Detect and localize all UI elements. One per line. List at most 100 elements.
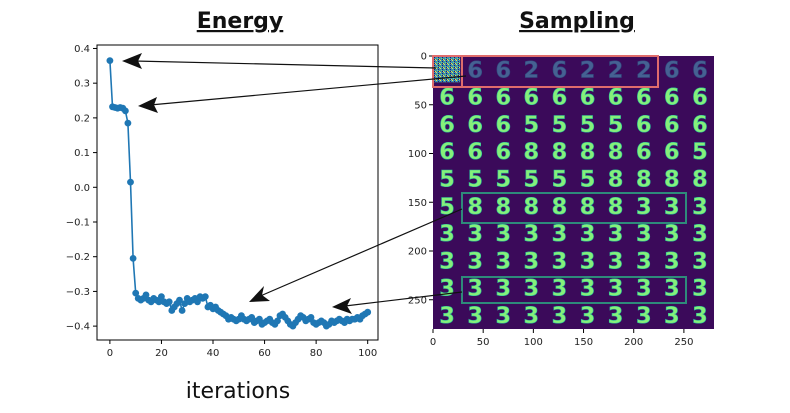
energy-xtick-label: 80 xyxy=(310,348,323,359)
arrow-mid-row-head xyxy=(249,286,270,302)
sampling-cell-digit: 6 xyxy=(496,112,512,138)
energy-point xyxy=(194,298,201,306)
energy-ytick-label: −0.3 xyxy=(66,287,90,298)
iterations-label: iterations xyxy=(186,379,290,404)
sampling-cell-digit: 6 xyxy=(664,112,680,138)
energy-point xyxy=(178,307,186,314)
energy-point xyxy=(364,308,372,316)
sampling-cell-digit: 3 xyxy=(692,221,708,247)
energy-plot: 0.4 0.3 0.2 0.1 0.0 −0.1 −0.2 −0.3 −0.4 0 20 40 60 8… xyxy=(66,44,379,359)
sampling-ytick-label: 250 xyxy=(408,295,427,306)
sampling-cell-digit: 6 xyxy=(467,57,483,83)
energy-xtick-label: 60 xyxy=(258,348,271,359)
sampling-cell-digit: 3 xyxy=(552,248,568,274)
sampling-ytick-label: 150 xyxy=(408,198,427,209)
arrow-row1-head xyxy=(138,97,158,113)
sampling-cell-digit: 2 xyxy=(608,57,624,83)
energy-point xyxy=(142,291,150,299)
sampling-cell-digit: 8 xyxy=(608,194,624,220)
sampling-cell-digit: 5 xyxy=(552,112,568,138)
sampling-cell-digit: 6 xyxy=(467,112,483,138)
energy-point xyxy=(274,317,281,325)
sampling-xtick-label: 100 xyxy=(524,337,543,348)
sampling-cell-digit: 8 xyxy=(664,167,680,193)
sampling-cell-digit: 3 xyxy=(608,276,624,302)
arrow-noise-head xyxy=(122,53,142,69)
sampling-cell-digit: 6 xyxy=(664,85,680,111)
sampling-cell-digit: 3 xyxy=(664,303,680,329)
sampling-cell-digit: 3 xyxy=(439,221,455,247)
sampling-y-axis: 0 50 100 150 200 250 xyxy=(408,52,433,306)
sampling-cell-digit: 5 xyxy=(580,167,596,193)
energy-point xyxy=(155,298,163,306)
sampling-title: Sampling xyxy=(519,9,635,34)
sampling-cell-digit: 3 xyxy=(496,276,512,302)
energy-point xyxy=(165,298,173,306)
sampling-cell-digit: 5 xyxy=(692,139,708,165)
energy-point xyxy=(176,296,183,304)
energy-point xyxy=(158,293,165,300)
sampling-cell-digit: 6 xyxy=(692,85,708,111)
sampling-cell-digit: 8 xyxy=(552,194,568,220)
sampling-cell-digit: 6 xyxy=(496,57,512,83)
energy-y-axis: 0.4 0.3 0.2 0.1 0.0 −0.1 −0.2 −0.3 −0.4 xyxy=(66,44,97,333)
sampling-cell-digit: 8 xyxy=(608,167,624,193)
sampling-cell-digit: 3 xyxy=(664,248,680,274)
sampling-ytick-label: 100 xyxy=(408,149,427,160)
arrow-late-row xyxy=(344,291,463,307)
energy-point xyxy=(307,314,315,321)
energy-xtick-label: 100 xyxy=(358,348,377,359)
sampling-cell-digit: 6 xyxy=(552,85,568,111)
sampling-cell-digit: 2 xyxy=(524,57,540,83)
sampling-cell-digit: 3 xyxy=(664,194,680,220)
sampling-xtick-label: 50 xyxy=(477,337,490,348)
sampling-cell-digit: 8 xyxy=(580,194,596,220)
sampling-xtick-label: 0 xyxy=(430,337,436,348)
sampling-cell-digit: 8 xyxy=(580,139,596,165)
sampling-cell-digit: 6 xyxy=(496,85,512,111)
sampling-cell-digit: 3 xyxy=(496,248,512,274)
sampling-cell-digit: 3 xyxy=(580,303,596,329)
sampling-cell-digit: 3 xyxy=(439,276,455,302)
arrow-late-row-head xyxy=(332,298,352,314)
sampling-cell-digit: 6 xyxy=(664,139,680,165)
sampling-cell-digit: 8 xyxy=(524,194,540,220)
energy-ytick-label: 0.1 xyxy=(74,148,90,159)
sampling-xtick-label: 200 xyxy=(624,337,643,348)
sampling-cell-digit: 3 xyxy=(608,248,624,274)
sampling-cell-digit: 6 xyxy=(636,112,652,138)
energy-point xyxy=(201,293,209,300)
sampling-ytick-label: 200 xyxy=(408,247,427,258)
sampling-x-axis: 0 50 100 150 200 250 xyxy=(430,329,693,348)
sampling-image: 6 6 2 6 2 2 2 6 66 6 6 6 6 6 6 6 6 66 6 6 5 5 5 5 6 6 66 6 6 8 8 8 8 6 6 55… xyxy=(408,52,714,348)
sampling-cell-digit: 3 xyxy=(636,221,652,247)
sampling-cell-digit: 3 xyxy=(524,248,540,274)
sampling-cell-digit: 5 xyxy=(552,167,568,193)
sampling-cell-digit: 8 xyxy=(692,167,708,193)
sampling-cell-digit: 6 xyxy=(524,85,540,111)
energy-point xyxy=(256,315,263,323)
energy-xtick-label: 20 xyxy=(155,348,168,359)
energy-point xyxy=(106,57,114,64)
sampling-cell-digit: 3 xyxy=(524,276,540,302)
sampling-ytick-label: 50 xyxy=(414,100,427,111)
sampling-cell-digit: 6 xyxy=(439,112,455,138)
sampling-cell-digit: 3 xyxy=(552,303,568,329)
sampling-cell-digit: 3 xyxy=(692,194,708,220)
sampling-cell-digit: 3 xyxy=(692,303,708,329)
sampling-cell-digit: 6 xyxy=(439,139,455,165)
sampling-xtick-label: 250 xyxy=(674,337,693,348)
sampling-ytick-label: 0 xyxy=(421,52,427,63)
sampling-cell-digit: 3 xyxy=(692,276,708,302)
energy-ytick-label: −0.2 xyxy=(66,252,90,263)
sampling-cell-digit: 3 xyxy=(467,303,483,329)
sampling-cell-digit: 3 xyxy=(467,221,483,247)
sampling-cell-digit: 3 xyxy=(467,276,483,302)
sampling-cell-digit: 3 xyxy=(636,194,652,220)
energy-ytick-label: 0.3 xyxy=(74,79,90,90)
sampling-cell-digit: 6 xyxy=(664,57,680,83)
sampling-cell-digit: 8 xyxy=(467,194,483,220)
sampling-cell-digit: 6 xyxy=(439,85,455,111)
first-row-box xyxy=(461,55,659,88)
sampling-cell-digit: 8 xyxy=(524,139,540,165)
